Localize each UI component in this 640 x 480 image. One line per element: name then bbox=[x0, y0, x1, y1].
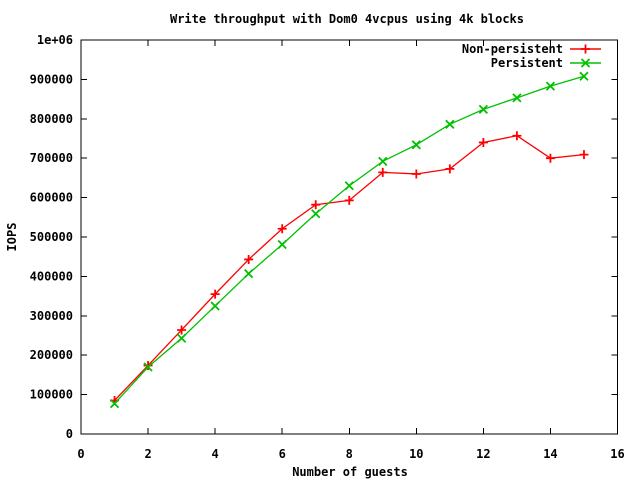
legend-sample-non-persistent-marker bbox=[581, 44, 590, 54]
x-tick-label-4: 4 bbox=[212, 447, 219, 461]
y-tick-label-1e+06: 1e+06 bbox=[37, 33, 73, 47]
plot-area: 0 2 4 6 8 10 12 14 16 0 100000 200000 300000 400000 50… bbox=[30, 33, 625, 461]
series-persistent-line bbox=[114, 75, 585, 405]
y-tick-label-0: 0 bbox=[66, 427, 73, 441]
x-tick-label-14: 14 bbox=[543, 447, 557, 461]
x-tick-label-16: 16 bbox=[610, 447, 624, 461]
x-axis-label: Number of guests bbox=[292, 465, 408, 479]
x-tick-label-8: 8 bbox=[346, 447, 353, 461]
series-persistent-markers bbox=[109, 71, 589, 409]
y-tick-label-600000: 600000 bbox=[30, 191, 73, 205]
series-non-persistent-line bbox=[114, 135, 585, 401]
plot-border bbox=[80, 39, 618, 435]
x-tick-label-12: 12 bbox=[476, 447, 490, 461]
legend-sample-persistent-marker bbox=[580, 58, 591, 68]
x-tick-label-0: 0 bbox=[77, 447, 84, 461]
x-tick-label-2: 2 bbox=[144, 447, 151, 461]
series-non-persistent-markers bbox=[110, 131, 589, 406]
y-tick-label-700000: 700000 bbox=[30, 151, 73, 165]
y-axis-label: IOPS bbox=[5, 223, 19, 252]
y-tick-label-300000: 300000 bbox=[30, 309, 73, 323]
y-tick-label-800000: 800000 bbox=[30, 112, 73, 126]
x-tick-label-10: 10 bbox=[409, 447, 423, 461]
y-tick-label-900000: 900000 bbox=[30, 72, 73, 86]
legend-label-non-persistent: Non-persistent bbox=[462, 42, 563, 56]
y-tick-label-500000: 500000 bbox=[30, 230, 73, 244]
y-tick-label-100000: 100000 bbox=[30, 388, 73, 402]
chart-title: Write throughput with Dom0 4vcpus using … bbox=[170, 12, 524, 26]
y-tick-label-200000: 200000 bbox=[30, 348, 73, 362]
y-tick-label-400000: 400000 bbox=[30, 269, 73, 283]
legend-label-persistent: Persistent bbox=[491, 56, 563, 70]
x-tick-label-6: 6 bbox=[279, 447, 286, 461]
